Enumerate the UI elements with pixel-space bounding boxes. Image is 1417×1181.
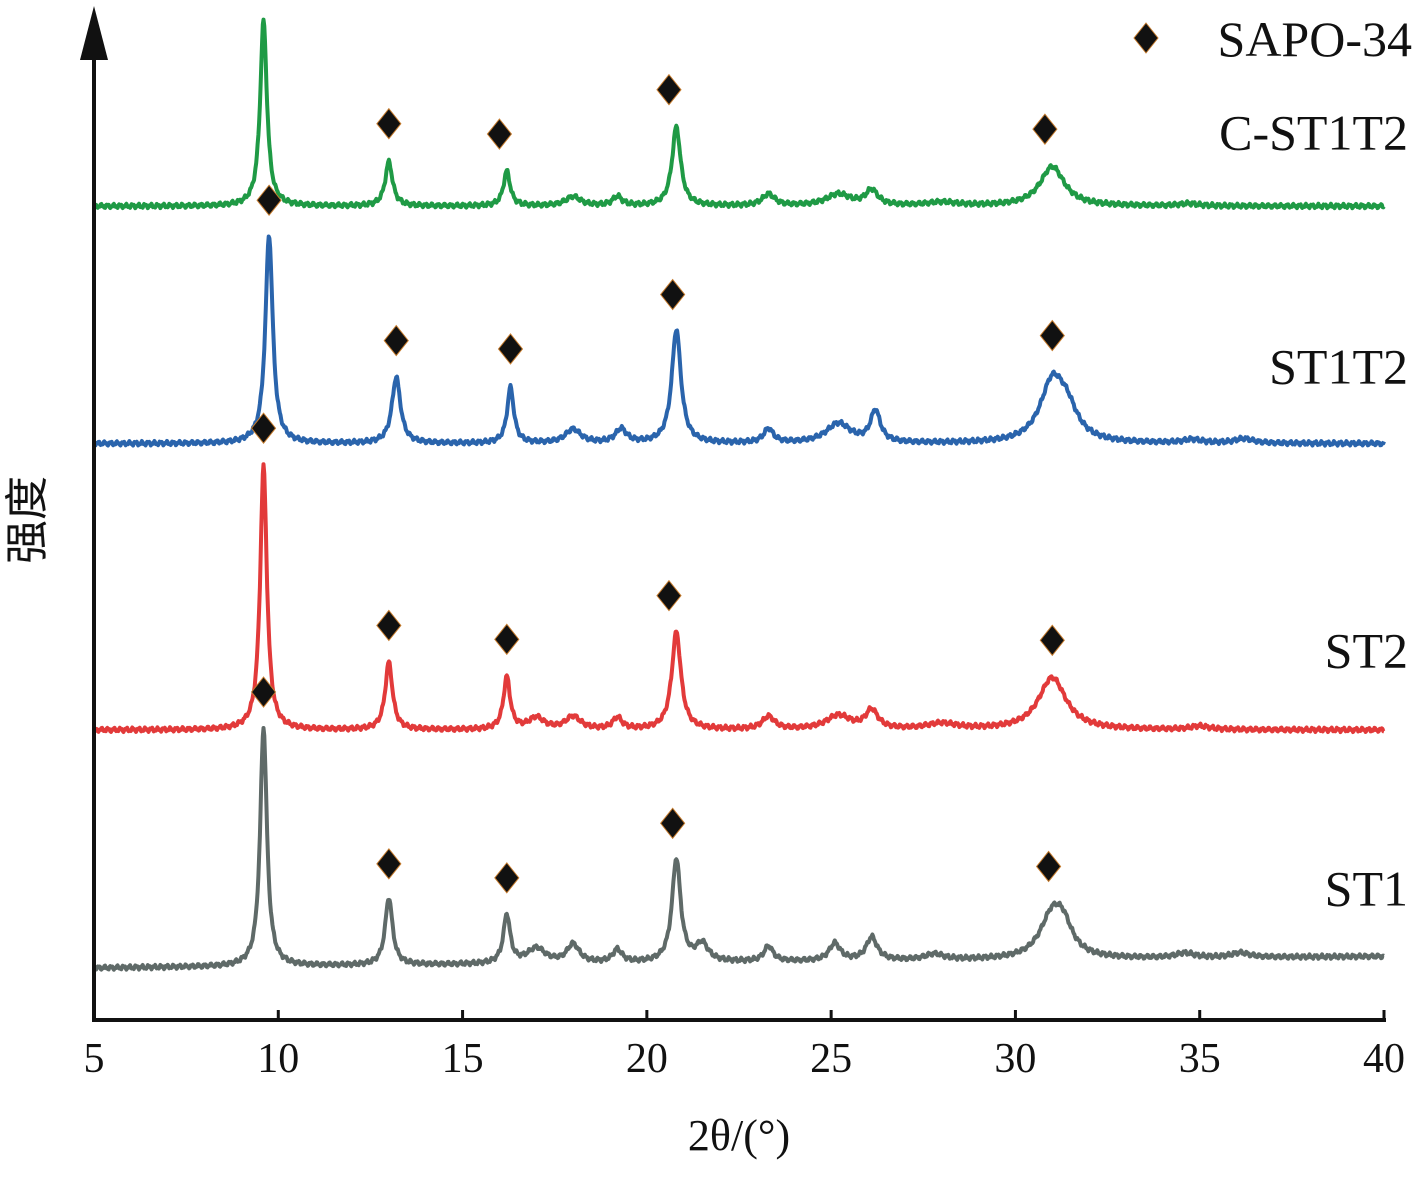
series-layer [92,17,1386,972]
peak-marker-st2-4 [1039,624,1065,657]
peak-marker-c-st1t2-4 [1032,113,1058,145]
peak-marker-st1t2-2 [497,333,524,365]
series-label-c-st1t2: C-ST1T2 [1219,104,1408,160]
peak-marker-c-st1t2-1 [376,107,402,140]
series-label-st1t2: ST1T2 [1269,338,1408,394]
legend-diamond-marker [1133,22,1159,54]
x-tick-label: 20 [626,1036,668,1082]
x-axis: 5 10 15 20 25 30 35 40 2θ/(°) [84,1010,1405,1160]
x-tick-label: 35 [1179,1036,1221,1082]
x-tick-label: 30 [994,1036,1036,1082]
x-axis-title: 2θ/(°) [688,1111,790,1160]
x-tick-label: 25 [810,1036,852,1082]
peak-marker-st1t2-3 [660,278,686,311]
peak-marker-c-st1t2-2 [486,118,513,150]
peak-marker-st1-1 [376,848,402,880]
peak-marker-st1-0 [250,676,277,708]
marker-layer [250,73,1065,894]
series-label-st1: ST1 [1325,860,1408,916]
peak-marker-st1-2 [494,862,520,894]
series-line-c-st1t2 [92,17,1386,211]
series-label-st2: ST2 [1325,622,1408,678]
peak-marker-st1t2-1 [383,324,409,357]
y-axis: 强度 [3,6,108,1020]
peak-marker-st2-0 [250,412,277,445]
series-labels: C-ST1T2 ST1T2 ST2 ST1 [1219,104,1408,916]
legend: SAPO-34 [1133,11,1412,67]
peak-marker-st1-4 [1035,850,1062,883]
x-tick-label: 15 [442,1036,484,1082]
peak-marker-c-st1t2-3 [656,73,682,106]
peak-marker-st2-2 [494,623,520,656]
y-axis-arrow [80,6,108,60]
peak-marker-st2-3 [656,579,682,612]
peak-marker-st1t2-4 [1039,319,1065,352]
x-tick-label: 5 [84,1036,105,1082]
series-line-st1t2 [92,234,1386,448]
legend-label: SAPO-34 [1218,11,1412,67]
x-tick-label: 10 [257,1036,299,1082]
x-ticks: 5 10 15 20 25 30 35 40 [84,1010,1405,1082]
series-line-st2 [92,462,1386,735]
peak-marker-st2-1 [376,609,402,642]
series-line-st1 [92,726,1386,972]
peak-marker-st1t2-0 [256,184,282,217]
y-axis-title: 强度 [3,476,52,564]
x-tick-label: 40 [1363,1036,1405,1082]
peak-marker-st1-3 [660,807,686,840]
